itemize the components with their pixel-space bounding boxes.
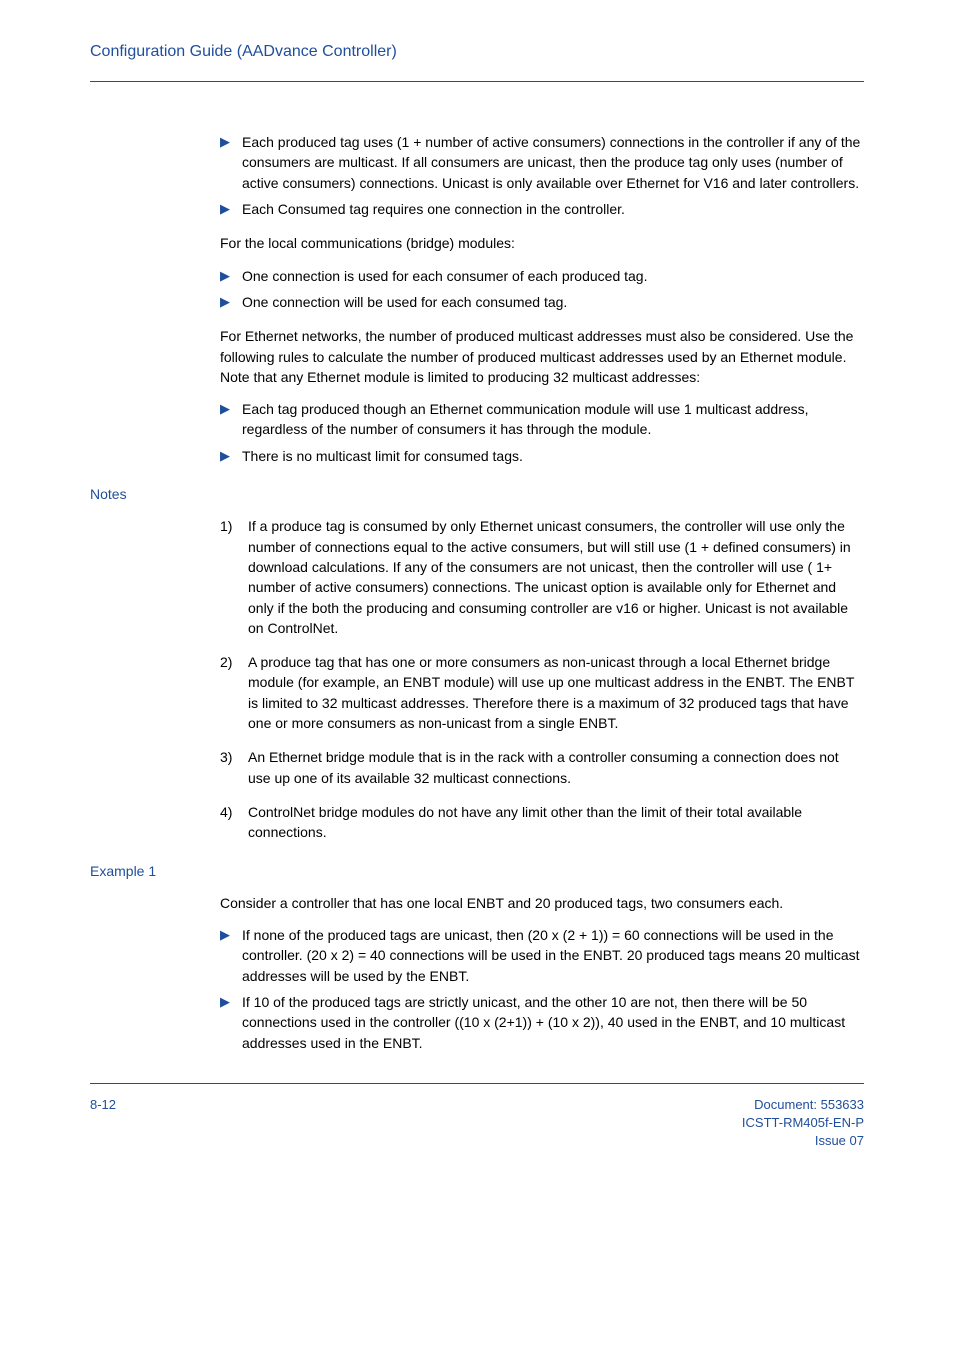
- list-item: ▶ There is no multicast limit for consum…: [220, 446, 864, 466]
- note-text: An Ethernet bridge module that is in the…: [248, 749, 839, 785]
- footer-page-number: 8-12: [90, 1096, 116, 1151]
- bullet-list-local: ▶ One connection is used for each consum…: [220, 266, 864, 313]
- page-footer: 8-12 Document: 553633 ICSTT-RM405f-EN-P …: [90, 1096, 864, 1151]
- footer-doc-line: Document: 553633: [742, 1096, 864, 1114]
- footer-doc-line: ICSTT-RM405f-EN-P: [742, 1114, 864, 1132]
- notes-content: 1) If a produce tag is consumed by only …: [220, 516, 864, 842]
- list-marker: 4): [220, 802, 232, 822]
- list-item: 4) ControlNet bridge modules do not have…: [220, 802, 864, 843]
- list-item: 1) If a produce tag is consumed by only …: [220, 516, 864, 638]
- list-item: ▶ One connection will be used for each c…: [220, 292, 864, 312]
- list-marker: 1): [220, 516, 232, 536]
- bullet-text: If 10 of the produced tags are strictly …: [242, 994, 845, 1051]
- triangle-right-icon: ▶: [220, 926, 230, 945]
- list-marker: 2): [220, 652, 232, 672]
- content-block: ▶ Each produced tag uses (1 + number of …: [220, 132, 864, 466]
- paragraph: Consider a controller that has one local…: [220, 893, 864, 913]
- triangle-right-icon: ▶: [220, 293, 230, 312]
- note-text: If a produce tag is consumed by only Eth…: [248, 518, 851, 635]
- bullet-text: One connection is used for each consumer…: [242, 268, 647, 284]
- bullet-text: Each tag produced though an Ethernet com…: [242, 401, 809, 437]
- list-marker: 3): [220, 747, 232, 767]
- triangle-right-icon: ▶: [220, 447, 230, 466]
- list-item: 2) A produce tag that has one or more co…: [220, 652, 864, 733]
- triangle-right-icon: ▶: [220, 200, 230, 219]
- header-title: Configuration Guide (AADvance Controller…: [90, 40, 864, 63]
- footer-doc-info: Document: 553633 ICSTT-RM405f-EN-P Issue…: [742, 1096, 864, 1151]
- bullet-text: If none of the produced tags are unicast…: [242, 927, 860, 984]
- paragraph: For the local communications (bridge) mo…: [220, 233, 864, 253]
- footer-doc-line: Issue 07: [742, 1132, 864, 1150]
- list-item: ▶ One connection is used for each consum…: [220, 266, 864, 286]
- example-heading: Example 1: [90, 861, 864, 881]
- page-container: Configuration Guide (AADvance Controller…: [0, 0, 954, 1180]
- list-item: ▶ Each produced tag uses (1 + number of …: [220, 132, 864, 193]
- bullet-text: One connection will be used for each con…: [242, 294, 567, 310]
- list-item: ▶ If 10 of the produced tags are strictl…: [220, 992, 864, 1053]
- bullet-list-top: ▶ Each produced tag uses (1 + number of …: [220, 132, 864, 219]
- bullet-text: Each produced tag uses (1 + number of ac…: [242, 134, 860, 191]
- note-text: A produce tag that has one or more consu…: [248, 654, 854, 731]
- triangle-right-icon: ▶: [220, 993, 230, 1012]
- header-rule: [90, 81, 864, 82]
- triangle-right-icon: ▶: [220, 400, 230, 419]
- bullet-list-ethernet: ▶ Each tag produced though an Ethernet c…: [220, 399, 864, 466]
- triangle-right-icon: ▶: [220, 133, 230, 152]
- bullet-list-example: ▶ If none of the produced tags are unica…: [220, 925, 864, 1053]
- list-item: ▶ Each tag produced though an Ethernet c…: [220, 399, 864, 440]
- note-text: ControlNet bridge modules do not have an…: [248, 804, 802, 840]
- bullet-text: Each Consumed tag requires one connectio…: [242, 201, 625, 217]
- list-item: ▶ Each Consumed tag requires one connect…: [220, 199, 864, 219]
- example-content: Consider a controller that has one local…: [220, 893, 864, 1053]
- list-item: 3) An Ethernet bridge module that is in …: [220, 747, 864, 788]
- triangle-right-icon: ▶: [220, 267, 230, 286]
- footer-rule: [90, 1083, 864, 1084]
- numbered-list-notes: 1) If a produce tag is consumed by only …: [220, 516, 864, 842]
- notes-heading: Notes: [90, 484, 864, 504]
- list-item: ▶ If none of the produced tags are unica…: [220, 925, 864, 986]
- bullet-text: There is no multicast limit for consumed…: [242, 448, 523, 464]
- paragraph: For Ethernet networks, the number of pro…: [220, 326, 864, 387]
